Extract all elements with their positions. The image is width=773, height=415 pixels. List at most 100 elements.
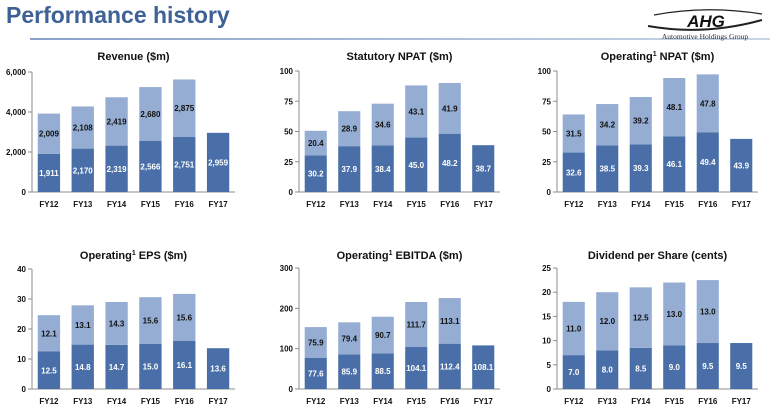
bar-segment-fy12-upper (37, 113, 61, 154)
bar-value-label: 15.0 (143, 363, 159, 372)
x-category-label: FY17 (209, 200, 229, 209)
bar-segment-fy12-upper (37, 315, 61, 352)
bar-segment-fy15-lower (405, 137, 428, 192)
x-category-label: FY16 (175, 397, 195, 406)
bar-segment-fy15-upper (405, 301, 428, 348)
bar-segment-fy14-upper (105, 97, 128, 146)
x-category-label: FY16 (698, 397, 718, 406)
y-tick-label: 200 (280, 304, 294, 313)
bar-segment-fy14-lower (371, 145, 394, 192)
bar-value-label: 9.0 (669, 363, 681, 372)
chart-title: Revenue ($m) (97, 51, 169, 63)
bar-value-label: 2,009 (39, 130, 60, 139)
chart-title: Operating1 EBITDA ($m) (337, 250, 463, 262)
chart-title-text: Revenue ($m) (97, 51, 169, 63)
bar-segment-fy17-lower (730, 343, 753, 389)
bar-segment-fy16-lower (438, 343, 461, 389)
x-category-label: FY14 (373, 397, 393, 406)
bar-segment-fy12-upper (562, 301, 585, 356)
bar-segment-fy13-lower (71, 344, 94, 389)
bar-value-label: 12.5 (633, 314, 649, 323)
bar-segment-fy13-lower (338, 146, 361, 192)
chart-title: Dividend per Share (cents) (588, 250, 728, 262)
chart-title-rest: EPS ($m) (136, 250, 188, 262)
bar-segment-fy15-upper (405, 85, 428, 138)
y-tick-label: 300 (280, 264, 294, 273)
bar-value-label: 13.0 (700, 308, 716, 317)
x-category-label: FY12 (564, 200, 584, 209)
x-category-label: FY16 (698, 200, 718, 209)
bar-segment-fy13-upper (71, 106, 94, 149)
chart-dividend-per-share: Dividend per Share (cents) 0 5 10 15 20 25 7.0 1… (542, 250, 758, 406)
y-tick-label: 50 (284, 128, 293, 137)
y-tick-label: 75 (542, 97, 551, 106)
bar-segment-fy13-upper (338, 111, 361, 147)
bar-segment-fy14-upper (629, 287, 652, 348)
x-category-label: FY17 (209, 397, 229, 406)
x-category-label: FY12 (306, 397, 326, 406)
bar-value-label: 48.2 (442, 159, 458, 168)
bar-value-label: 14.8 (75, 363, 91, 372)
y-tick-label: 0 (289, 385, 294, 394)
y-tick-label: 0 (547, 188, 552, 197)
bar-value-label: 1,911 (39, 169, 59, 178)
bar-segment-fy14-upper (105, 302, 128, 345)
bar-value-label: 112.4 (440, 362, 460, 371)
x-category-label: FY13 (340, 200, 360, 209)
bar-segment-fy13-lower (71, 148, 94, 192)
bar-value-label: 75.9 (308, 338, 324, 347)
x-category-label: FY13 (598, 200, 618, 209)
chart-operating-eps: Operating1 EPS ($m) 0 10 20 30 40 12.5 12.1 FY12… (17, 250, 235, 406)
bar-value-label: 2,959 (208, 158, 229, 167)
y-tick-label: 20 (17, 325, 26, 334)
bar-segment-fy17-lower (206, 132, 230, 192)
x-category-label: FY13 (73, 200, 93, 209)
x-category-label: FY12 (39, 200, 59, 209)
bar-segment-fy12-upper (304, 327, 327, 358)
bar-segment-fy14-upper (629, 97, 652, 145)
bar-segment-fy14-lower (105, 344, 128, 389)
bar-value-label: 77.6 (308, 369, 324, 378)
bar-value-label: 8.0 (602, 366, 614, 375)
bar-value-label: 2,319 (107, 165, 128, 174)
bar-value-label: 38.7 (475, 165, 491, 174)
title-divider (30, 38, 770, 40)
bar-value-label: 41.9 (442, 104, 458, 113)
bar-value-label: 49.4 (700, 158, 716, 167)
bar-value-label: 9.5 (736, 362, 748, 371)
bar-segment-fy15-lower (405, 347, 428, 389)
bar-segment-fy14-lower (105, 145, 128, 192)
bar-value-label: 2,680 (140, 110, 161, 119)
x-category-label: FY17 (732, 397, 752, 406)
y-tick-label: 2,000 (6, 148, 27, 157)
bar-value-label: 2,170 (73, 166, 94, 175)
y-tick-label: 10 (542, 337, 551, 346)
bar-value-label: 45.0 (408, 161, 424, 170)
bar-value-label: 43.1 (408, 107, 424, 116)
bar-segment-fy14-upper (371, 316, 394, 354)
bar-segment-fy17-lower (472, 145, 495, 192)
bar-segment-fy12-lower (562, 355, 585, 389)
bar-value-label: 15.6 (176, 313, 192, 322)
y-tick-label: 15 (542, 312, 551, 321)
x-category-label: FY12 (306, 200, 326, 209)
x-category-label: FY14 (631, 200, 651, 209)
company-logo: AHG Automotive Holdings Group (640, 6, 770, 42)
bar-value-label: 14.3 (109, 319, 125, 328)
bar-value-label: 88.5 (375, 367, 391, 376)
x-category-label: FY15 (141, 200, 161, 209)
bar-segment-fy16-lower (696, 132, 719, 192)
x-category-label: FY15 (407, 200, 427, 209)
bar-segment-fy12-lower (37, 351, 61, 389)
bar-value-label: 43.9 (733, 161, 749, 170)
bar-value-label: 2,875 (174, 104, 195, 113)
bar-value-label: 113.1 (440, 317, 460, 326)
bar-value-label: 8.5 (635, 364, 647, 373)
x-category-label: FY15 (665, 200, 685, 209)
x-category-label: FY16 (440, 200, 460, 209)
y-tick-label: 10 (17, 355, 26, 364)
bar-value-label: 38.4 (375, 165, 391, 174)
y-tick-label: 25 (284, 158, 293, 167)
bar-value-label: 2,566 (140, 162, 161, 171)
bar-value-label: 11.0 (566, 325, 582, 334)
